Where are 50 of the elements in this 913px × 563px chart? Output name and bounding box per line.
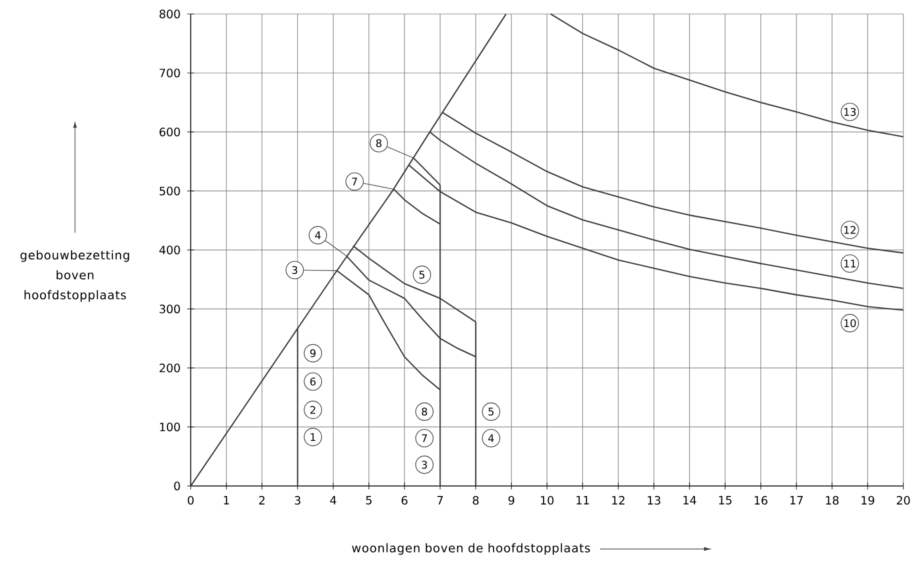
annotation: 1: [310, 433, 316, 441]
x-tick-label: 1: [224, 496, 229, 504]
x-tick-label: 2: [259, 496, 264, 505]
x-tick-label: 12: [612, 496, 624, 505]
y-tick-label: 600: [160, 128, 180, 136]
annotation: 5: [488, 408, 494, 416]
x-tick-label: 0: [188, 496, 194, 505]
x-tick-label: 20: [896, 496, 910, 505]
annotation: 8: [422, 408, 428, 416]
x-tick-label: 19: [862, 496, 874, 505]
x-tick-label: 9: [508, 496, 514, 505]
annotation: 12: [844, 226, 856, 234]
annotation: 7: [352, 178, 358, 186]
y-tick-label: 300: [160, 304, 180, 314]
annotation: 13: [844, 108, 856, 116]
annotation: 3: [422, 460, 427, 469]
x-tick-label: 5: [366, 496, 372, 505]
x-tick-label: 17: [790, 496, 803, 504]
annotation: 3: [292, 266, 298, 274]
y-tick-label: 0: [174, 482, 180, 490]
y-axis-title: gebouwbezetting boven hoofdstopplaats: [20, 250, 130, 302]
annotation: 5: [419, 270, 424, 279]
y-tick-label: 100: [160, 422, 180, 432]
x-tick-label: 13: [648, 496, 660, 505]
x-tick-label: 4: [330, 496, 336, 504]
x-tick-label: 11: [576, 496, 589, 504]
x-tick-label: 8: [472, 496, 479, 505]
y-tick-label: 800: [160, 10, 180, 18]
x-tick-label: 10: [540, 496, 554, 505]
annotation: 2: [310, 406, 316, 414]
x-tick-label: 16: [754, 496, 768, 505]
annotation: 6: [310, 378, 316, 386]
x-tick-label: 18: [826, 496, 839, 505]
y-tick-label: 200: [160, 364, 180, 372]
annotation: 11: [844, 260, 856, 268]
x-tick-label: 14: [684, 496, 696, 504]
x-tick-label: 7: [437, 496, 443, 504]
x-tick-label: 15: [719, 496, 732, 505]
x-tick-label: 3: [294, 496, 300, 505]
x-axis-title: woonlagen boven de hoofdstopplaats: [352, 543, 590, 555]
annotation: 8: [376, 139, 382, 148]
annotation: 4: [488, 434, 494, 442]
annotation: 4: [315, 231, 321, 240]
y-tick-label: 400: [159, 246, 180, 254]
y-tick-label: 700: [160, 68, 180, 78]
x-tick-label: 6: [402, 496, 408, 505]
y-tick-label: 500: [160, 186, 180, 196]
annotation: 7: [422, 434, 427, 442]
annotation: 10: [844, 319, 856, 328]
annotation: 9: [310, 349, 316, 358]
